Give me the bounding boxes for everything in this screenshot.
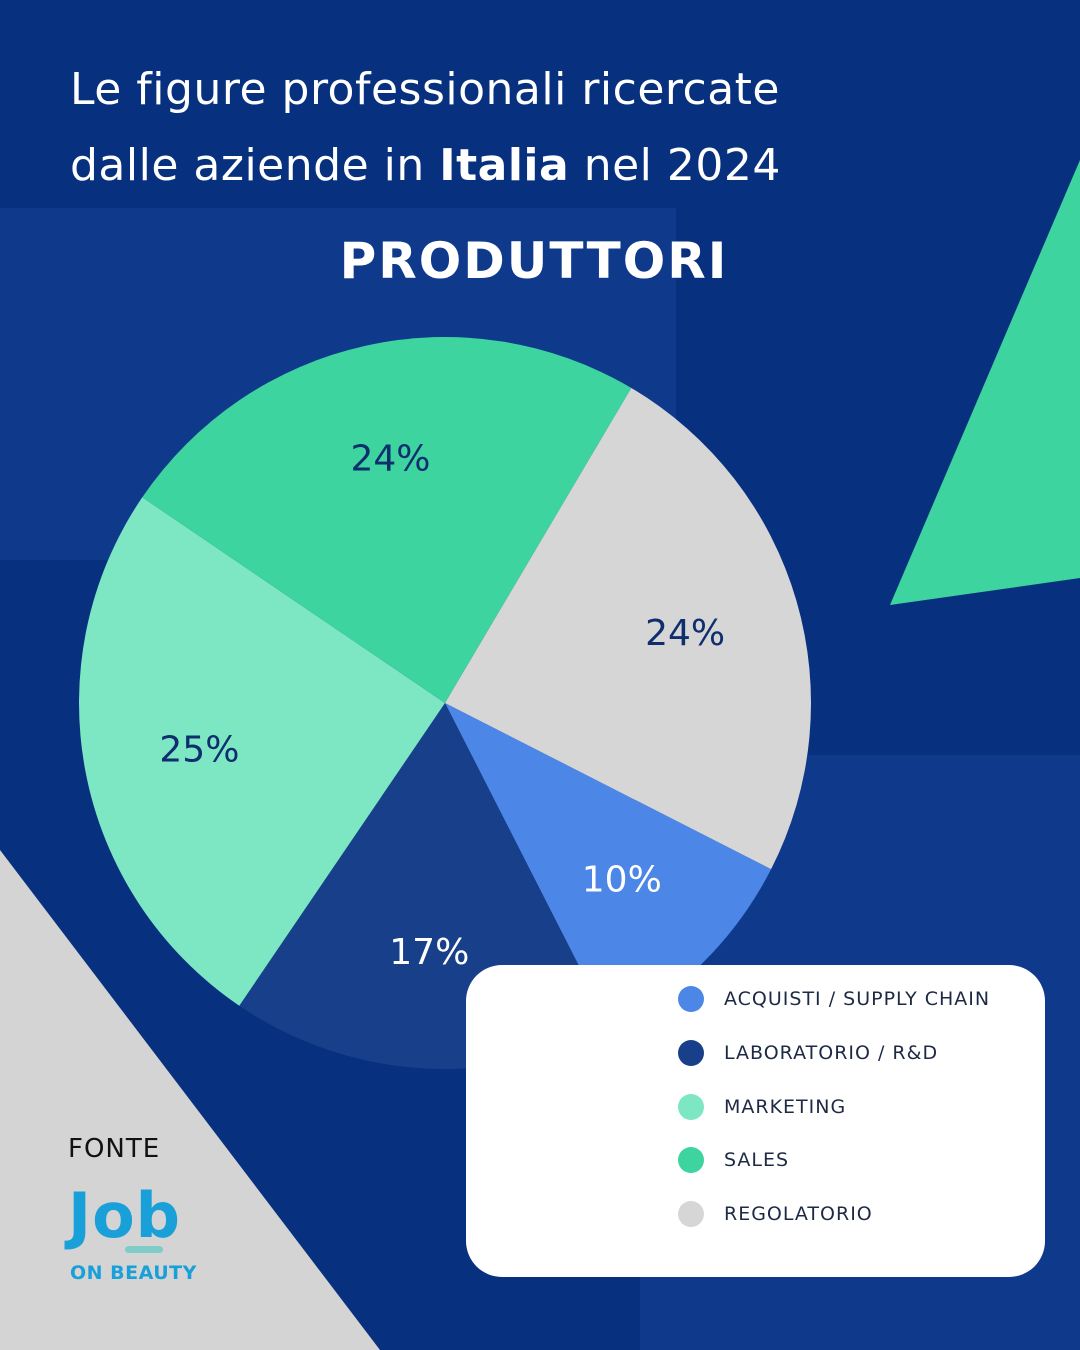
logo-wordmark: Job [68,1179,182,1252]
chart-title: PRODUTTORI [339,232,729,290]
decorative-grey-triangle [0,850,380,1350]
legend-label: SALES [724,1149,790,1171]
pie-slice [79,497,445,1006]
decorative-green-triangle [890,160,1080,605]
legend-swatch [678,1094,704,1120]
page-title: Le figure professionali ricercate dalle … [70,52,970,204]
legend-item: ACQUISTI / SUPPLY CHAIN [678,984,990,1014]
legend-item: LABORATORIO / R&D [678,1038,938,1068]
slice-value-label: 24% [350,439,430,480]
title-suffix: nel 2024 [583,140,781,191]
legend-item: SALES [678,1145,789,1175]
pie-slice [142,336,632,703]
title-line-1: Le figure professionali ricercate [70,64,780,115]
legend-swatch [678,1147,704,1173]
source-label: FONTE [68,1134,161,1164]
legend-label: ACQUISTI / SUPPLY CHAIN [724,988,991,1010]
logo-subtitle: ON BEAUTY [70,1262,197,1284]
logo-underline [125,1246,163,1253]
legend-label: REGOLATORIO [724,1203,873,1225]
title-country: Italia [439,140,570,191]
legend-label: MARKETING [724,1096,847,1118]
legend-swatch [678,986,704,1012]
slice-value-label: 25% [159,729,239,770]
pie-slices [79,336,811,1069]
slice-value-label: 10% [582,859,662,900]
pie-slice [445,387,811,870]
pie-slice [445,703,772,1030]
slice-value-label: 17% [389,932,469,973]
title-prefix: dalle aziende in [70,140,425,191]
brand-logo: Job ON BEAUTY [68,1180,228,1290]
legend-label: LABORATORIO / R&D [724,1042,939,1064]
slice-value-label: 24% [645,613,725,654]
legend-item: MARKETING [678,1092,846,1122]
legend-swatch [678,1201,704,1227]
legend-item: REGOLATORIO [678,1199,873,1229]
chart-legend: ACQUISTI / SUPPLY CHAIN LABORATORIO / R&… [466,965,1045,1277]
legend-swatch [678,1040,704,1066]
title-line-2: dalle aziende in Italia nel 2024 [70,128,970,204]
